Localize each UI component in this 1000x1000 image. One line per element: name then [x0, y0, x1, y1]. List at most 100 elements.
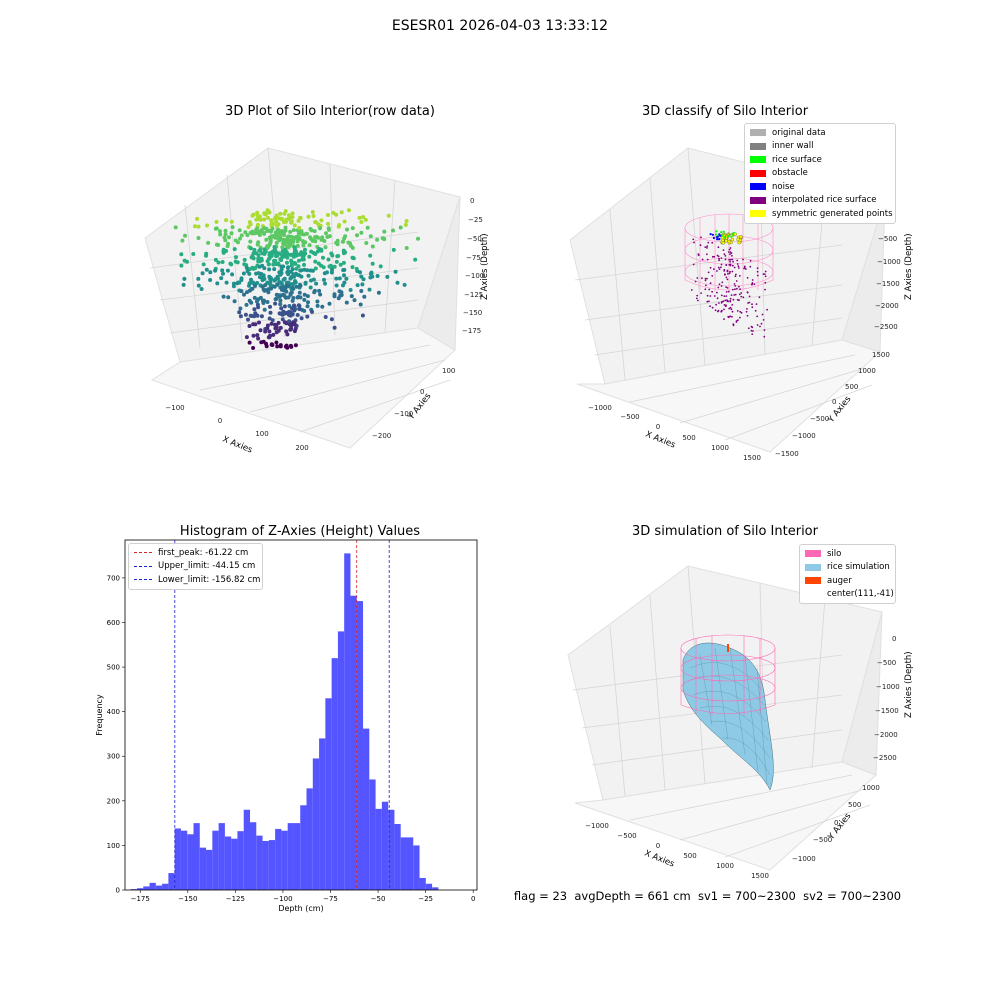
point: [312, 290, 317, 295]
point: [320, 235, 325, 240]
point: [370, 274, 375, 279]
interpolated-point: [762, 273, 765, 275]
panel2-xtick: −1000: [588, 404, 612, 412]
point: [200, 271, 205, 276]
point: [241, 271, 246, 276]
legend-swatch: [750, 210, 766, 218]
point: [301, 243, 306, 248]
histogram-bar: [425, 883, 433, 890]
interpolated-point: [696, 294, 699, 297]
point: [292, 329, 297, 334]
point: [290, 253, 295, 257]
point: [206, 240, 211, 245]
point: [281, 241, 286, 246]
point: [260, 276, 265, 281]
point: [199, 287, 204, 291]
point: [305, 268, 310, 273]
point: [295, 239, 300, 244]
interpolated-point: [716, 310, 719, 313]
point: [318, 226, 322, 231]
point: [303, 251, 308, 256]
point: [331, 210, 336, 215]
point: [251, 346, 256, 350]
point: [376, 290, 381, 295]
interpolated-point: [704, 288, 707, 291]
point: [326, 226, 331, 231]
interpolated-point: [735, 280, 738, 282]
point: [230, 272, 235, 277]
legend-label: Upper_limit: -44.15 cm: [158, 561, 256, 572]
point: [284, 329, 289, 334]
point: [237, 310, 242, 315]
point: [282, 304, 287, 309]
symmetric-point: [721, 238, 725, 243]
point: [359, 230, 364, 235]
interpolated-point: [729, 253, 731, 256]
panel4-xtick: 1000: [716, 862, 734, 870]
point: [256, 297, 261, 302]
point: [306, 300, 310, 305]
panel3-xlabel: Depth (cm): [278, 904, 323, 913]
point: [261, 230, 266, 235]
interpolated-point: [694, 280, 697, 283]
panel3-xtick-label: 0: [471, 895, 475, 903]
interpolated-point: [762, 319, 765, 321]
interpolated-point: [759, 325, 761, 328]
legend-entry: center(111,-41): [805, 588, 894, 602]
point: [225, 268, 230, 273]
point: [274, 219, 279, 224]
histogram-bar: [275, 828, 282, 890]
point: [201, 262, 206, 267]
point: [260, 298, 265, 303]
point: [327, 301, 332, 306]
point: [358, 302, 363, 307]
point: [237, 228, 242, 233]
histogram-bar: [130, 889, 137, 890]
histogram-bar: [287, 823, 294, 890]
interpolated-point: [753, 283, 756, 286]
point: [278, 343, 283, 348]
point: [360, 282, 365, 287]
point: [326, 257, 331, 262]
panel2-ztick: −1000: [877, 258, 901, 266]
point: [334, 276, 339, 281]
point: [274, 330, 279, 335]
legend-entry: rice surface: [750, 153, 890, 167]
panel3-xtick-label: −100: [273, 895, 292, 903]
point: [269, 218, 274, 223]
panel2-ytick: −1500: [775, 450, 799, 458]
point: [279, 230, 284, 235]
point: [273, 277, 278, 282]
point: [239, 289, 244, 294]
histogram-bar: [432, 887, 439, 890]
point: [329, 317, 334, 322]
legend-label: first_peak: -61.22 cm: [158, 547, 249, 558]
panel3-axes-frame: [124, 539, 478, 891]
point: [327, 234, 332, 239]
interpolated-point: [764, 275, 767, 278]
noise-point: [716, 236, 719, 239]
point: [238, 314, 243, 319]
point: [294, 284, 299, 289]
panel4-ytick: −500: [813, 836, 832, 844]
interpolated-point: [766, 308, 768, 311]
point: [256, 256, 261, 261]
point: [275, 233, 279, 238]
interpolated-point: [738, 275, 741, 277]
legend-entry: silo: [805, 547, 890, 561]
interpolated-point: [706, 294, 709, 297]
point: [278, 302, 283, 307]
point: [251, 333, 256, 338]
point: [262, 266, 267, 271]
interpolated-point: [732, 264, 734, 267]
point: [269, 342, 274, 347]
point: [285, 260, 289, 265]
interpolated-point: [707, 241, 710, 244]
panel2-ytick: 0: [832, 398, 836, 406]
point: [253, 231, 257, 236]
point: [303, 240, 308, 245]
point: [279, 287, 284, 292]
interpolated-point: [711, 255, 714, 258]
interpolated-point: [725, 295, 728, 297]
point: [259, 256, 264, 261]
